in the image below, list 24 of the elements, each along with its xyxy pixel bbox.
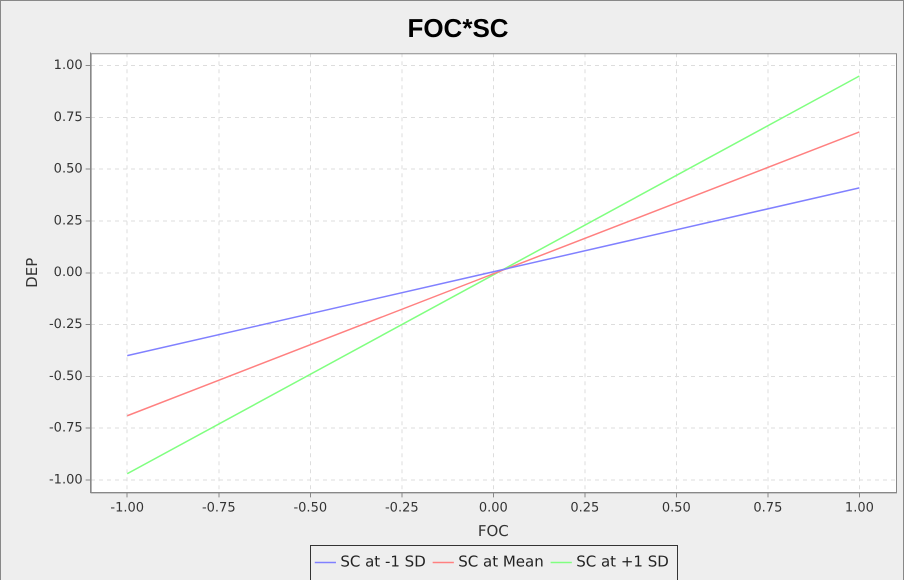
x-tick-label: 0.75 [753,500,782,516]
x-tick-label: -0.25 [384,500,419,516]
legend-label: SC at Mean [458,552,544,570]
x-tick-label: 0.25 [570,500,600,516]
y-axis-title: DEP [22,258,41,288]
y-tick-label: -0.50 [48,368,83,384]
y-tick-label: -0.25 [48,316,83,332]
y-tick-label: -0.75 [48,420,83,436]
legend-label: SC at -1 SD [340,552,426,570]
y-tick-label: 0.25 [54,213,83,228]
y-tick-label: 0.50 [54,162,83,177]
x-tick-label: -0.50 [293,500,328,516]
x-tick-label: -0.75 [202,500,236,516]
y-tick-label: 0.00 [54,265,83,280]
x-tick-label: -1.00 [110,500,144,516]
y-tick-label: -1.00 [48,472,83,488]
chart-title: FOC*SC [407,12,509,43]
legend-label: SC at +1 SD [576,552,669,570]
x-tick-label: 0.50 [662,500,691,516]
x-axis-title: FOC [478,522,509,540]
y-tick-label: 1.00 [54,58,83,74]
x-tick-label: 1.00 [844,500,874,516]
y-tick-label: 0.75 [54,110,83,125]
x-tick-label: 0.00 [478,500,508,516]
